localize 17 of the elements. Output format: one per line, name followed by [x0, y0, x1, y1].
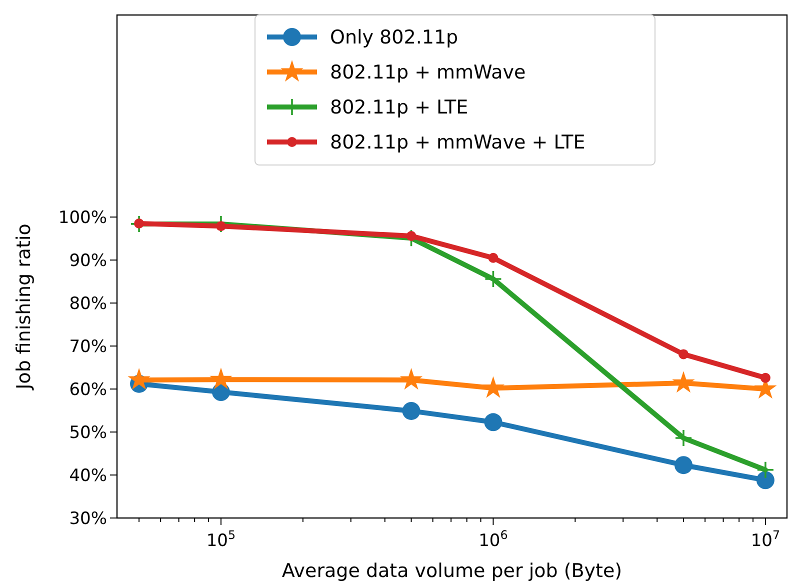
legend-label: 802.11p + LTE: [330, 96, 468, 119]
y-tick-label: 30%: [69, 508, 107, 529]
y-tick-label: 60%: [69, 380, 107, 400]
x-tick-label: 10$^{6}$: [478, 528, 508, 551]
y-tick-label: 70%: [69, 336, 107, 357]
y-tick-label: 90%: [69, 251, 107, 271]
y-axis-title: Job finishing ratio: [13, 224, 35, 390]
y-tick-label: 100%: [58, 208, 107, 228]
x-tick-label: 10$^{7}$: [750, 528, 780, 551]
y-tick-label: 40%: [69, 466, 107, 486]
legend-label: 802.11p + mmWave + LTE: [330, 132, 586, 154]
legend-label: Only 802.11p: [330, 26, 458, 49]
x-axis-title: Average data volume per job (Byte): [282, 560, 622, 582]
legend-label: 802.11p + mmWave: [330, 62, 526, 84]
y-tick-label: 80%: [69, 294, 107, 314]
x-tick-label: 10$^{5}$: [206, 528, 236, 551]
y-tick-label: 50%: [69, 422, 107, 443]
